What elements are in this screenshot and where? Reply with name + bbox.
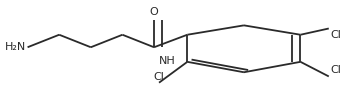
Text: O: O (150, 7, 158, 17)
Text: Cl: Cl (154, 72, 165, 82)
Text: NH: NH (159, 56, 176, 66)
Text: Cl: Cl (331, 65, 341, 75)
Text: H₂N: H₂N (5, 42, 26, 52)
Text: Cl: Cl (331, 30, 341, 39)
